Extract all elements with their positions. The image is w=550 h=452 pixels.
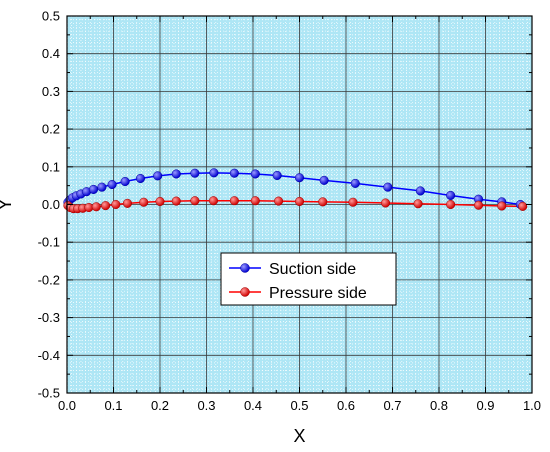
minor-grid — [67, 16, 532, 393]
data-point — [229, 168, 239, 178]
data-point — [229, 196, 239, 206]
data-point — [348, 197, 358, 207]
y-tick-label: 0.4 — [42, 46, 60, 61]
x-tick-label: 0.2 — [151, 398, 169, 413]
data-point — [190, 196, 200, 206]
data-point — [446, 199, 456, 210]
data-point — [97, 182, 107, 192]
legend-label-suction: Suction side — [269, 261, 356, 278]
data-point — [190, 168, 200, 178]
data-point — [209, 168, 219, 178]
data-point — [272, 170, 282, 181]
data-point — [171, 196, 181, 206]
y-tick-label: -0.1 — [38, 235, 60, 250]
legend: Suction side Pressure side — [220, 252, 397, 306]
data-point — [101, 201, 111, 211]
data-point — [171, 169, 181, 179]
data-point — [518, 201, 528, 211]
data-point — [473, 200, 484, 210]
x-tick-labels: 0.0 0.1 0.2 0.3 0.4 0.5 0.6 0.7 0.8 0.9 1.0 — [58, 398, 541, 413]
data-point — [413, 199, 423, 209]
x-tick-label: 0.8 — [430, 398, 448, 413]
y-tick-label: -0.3 — [38, 310, 60, 325]
x-tick-label: 0.1 — [104, 398, 122, 413]
x-tick-label: 0.7 — [383, 398, 401, 413]
data-point — [88, 184, 99, 194]
data-point — [383, 182, 393, 192]
data-point — [497, 201, 507, 211]
y-tick-label: 0.5 — [42, 9, 60, 24]
x-tick-label: 0.9 — [476, 398, 494, 413]
data-point — [250, 196, 260, 206]
data-point — [111, 199, 121, 210]
data-point — [350, 178, 360, 188]
y-tick-label: -0.2 — [38, 272, 60, 287]
legend-marker-pressure — [240, 287, 250, 297]
x-tick-label: 0.5 — [290, 398, 308, 413]
data-point — [135, 173, 146, 184]
x-tick-label: 1.0 — [523, 398, 541, 413]
data-point — [318, 197, 328, 207]
data-point — [294, 173, 305, 183]
data-point — [122, 198, 132, 208]
x-axis-title: X — [293, 426, 305, 446]
axis-ticks — [66, 15, 533, 394]
data-point — [91, 202, 101, 212]
data-point — [250, 169, 260, 179]
y-tick-label: 0.1 — [42, 159, 60, 174]
legend-marker-suction — [240, 263, 250, 273]
data-point — [139, 197, 149, 207]
x-tick-label: 0.3 — [197, 398, 215, 413]
y-tick-labels: -0.5 -0.4 -0.3 -0.2 -0.1 0.0 0.1 0.2 0.3 0.4 0.5 — [38, 9, 60, 401]
data-point — [274, 196, 284, 206]
data-point — [120, 176, 130, 187]
y-tick-label: 0.0 — [42, 197, 60, 212]
data-point — [380, 198, 391, 208]
legend-box — [220, 252, 397, 306]
data-point — [208, 196, 219, 206]
x-tick-label: 0.4 — [244, 398, 262, 413]
x-tick-label: 0.0 — [58, 398, 76, 413]
y-tick-label: 0.3 — [42, 84, 60, 99]
data-point — [446, 190, 456, 201]
data-point — [153, 171, 163, 181]
y-tick-label: 0.2 — [42, 122, 60, 137]
data-point — [155, 196, 165, 207]
legend-label-pressure: Pressure side — [269, 285, 367, 302]
y-tick-label: -0.4 — [38, 348, 60, 363]
data-point — [415, 186, 425, 196]
y-tick-label: -0.5 — [38, 386, 60, 401]
data-point — [294, 196, 305, 207]
data-point — [319, 175, 329, 185]
x-tick-label: 0.6 — [337, 398, 355, 413]
series-layer — [63, 168, 528, 214]
data-point — [107, 179, 117, 190]
y-axis-title: Y — [0, 198, 15, 210]
